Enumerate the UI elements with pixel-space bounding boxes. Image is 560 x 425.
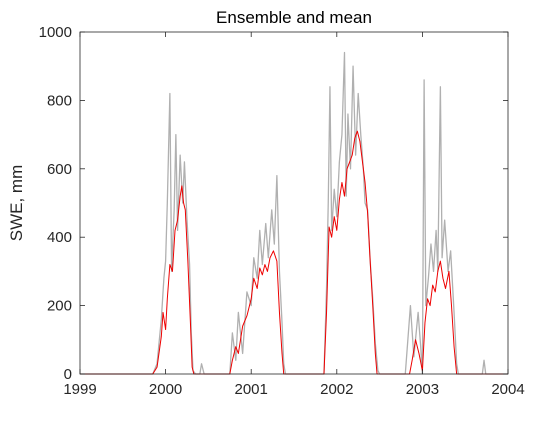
y-tick-label: 600 [47,161,72,178]
y-tick-label: 1000 [39,24,72,41]
x-tick-label: 2000 [149,381,182,398]
ensemble-line [80,51,508,375]
plot-frame [79,31,509,375]
y-tick-label: 400 [47,229,72,246]
y-tick-label: 800 [47,92,72,109]
series-layer [80,51,508,375]
chart-title: Ensemble and mean [216,8,372,27]
x-tick-label: 2004 [491,381,524,398]
mean-line [80,130,508,375]
x-ticks: 1999 2000 2001 2002 2003 2004 [63,32,525,398]
y-tick-label: 200 [47,298,72,315]
y-tick-label: 0 [64,366,72,383]
y-ticks: 0 200 400 600 800 1000 [39,24,508,383]
x-tick-label: 1999 [63,381,96,398]
x-tick-label: 2001 [235,381,268,398]
y-axis-label: SWE, mm [7,165,26,242]
x-tick-label: 2003 [406,381,439,398]
x-tick-label: 2002 [320,381,353,398]
